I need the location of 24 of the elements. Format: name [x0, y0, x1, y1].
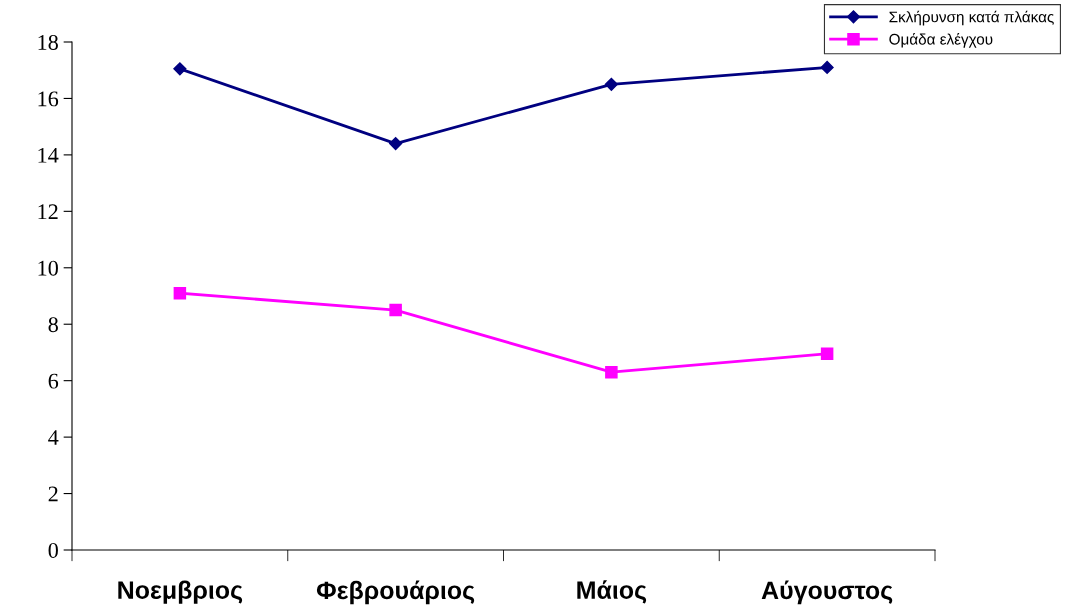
point: [173, 286, 187, 300]
legend-label: Ομάδα ελέγχου: [889, 33, 993, 48]
y-tick-label: 14: [38, 147, 59, 163]
point: [389, 137, 403, 151]
legend-label: Σκλήρυνση κατά πλάκας: [889, 10, 1054, 26]
point: [389, 303, 402, 317]
y-tick-label: 16: [38, 91, 59, 107]
x-tick-label: Αύγουστος: [761, 580, 893, 605]
x-tick-label: Φεβρουάριος: [316, 580, 475, 605]
point: [820, 347, 834, 361]
y-tick-label: 6: [48, 373, 59, 389]
point: [173, 62, 187, 76]
point: [604, 77, 618, 91]
x-tick-label: Νοεμβριος: [118, 580, 243, 604]
y-tick-label: 18: [38, 34, 58, 50]
y-tick-label: 10: [38, 260, 58, 276]
y-tick-label: 8: [48, 317, 58, 333]
point: [605, 365, 618, 379]
y-tick-label: 12: [38, 204, 58, 220]
y-tick-label: 2: [48, 486, 58, 502]
y-tick-label: 0: [48, 542, 58, 558]
y-tick-label: 4: [48, 430, 59, 445]
x-tick-label: Μάιος: [577, 580, 647, 604]
point: [820, 60, 834, 74]
